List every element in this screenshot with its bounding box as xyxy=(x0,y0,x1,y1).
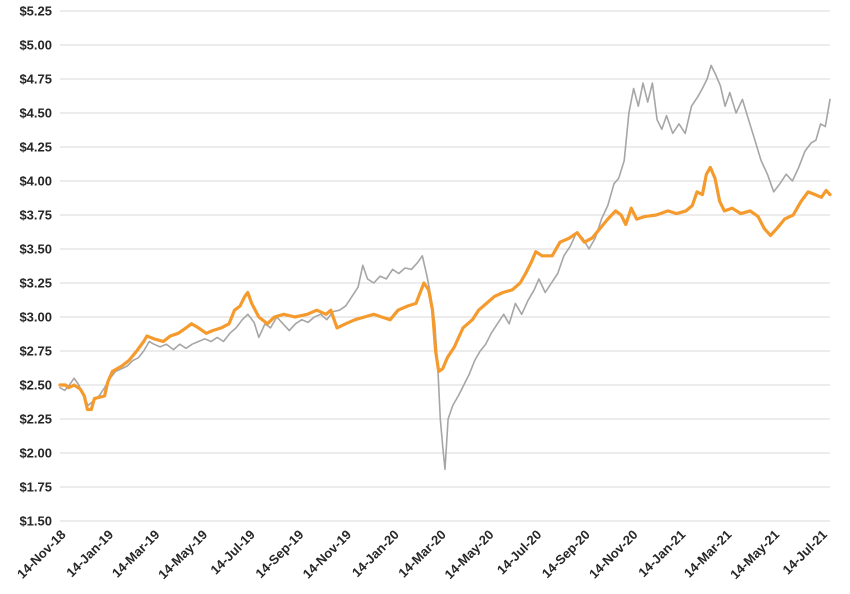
x-axis: 14-Nov-1814-Jan-1914-Mar-1914-May-1914-J… xyxy=(14,527,830,582)
x-tick-label: 14-Mar-21 xyxy=(681,527,735,581)
y-axis: $1.50 $1.75 $2.00 $2.25 $2.50 $2.75 $3.00 $3.25… xyxy=(19,4,52,529)
x-tick-label: 14-May-21 xyxy=(727,527,782,582)
y-tick-label: $5.00 xyxy=(19,38,52,53)
x-tick-label: 14-May-19 xyxy=(155,527,210,582)
series-line-gray xyxy=(59,64,831,471)
x-tick-label: 14-Jul-20 xyxy=(494,527,544,577)
x-tick-label: 14-Mar-20 xyxy=(395,527,449,581)
y-tick-label: $2.25 xyxy=(19,412,52,427)
y-tick-label: $3.00 xyxy=(19,310,52,325)
x-tick-label: 14-Jul-21 xyxy=(779,527,829,577)
y-tick-label: $2.50 xyxy=(19,378,52,393)
y-tick-label: $1.50 xyxy=(19,514,52,529)
y-tick-label: $4.75 xyxy=(19,72,52,87)
x-tick-label: 14-Sep-20 xyxy=(539,527,593,581)
x-tick-label: 14-Jul-19 xyxy=(207,527,257,577)
series-group xyxy=(58,64,832,471)
x-tick-label: 14-Nov-18 xyxy=(14,527,69,582)
x-tick-label: 14-Mar-19 xyxy=(109,527,163,581)
y-tick-label: $3.50 xyxy=(19,242,52,257)
x-tick-label: 14-May-20 xyxy=(442,527,497,582)
gridlines xyxy=(60,10,830,522)
y-tick-label: $4.50 xyxy=(19,106,52,121)
x-tick-label: 14-Jan-21 xyxy=(635,527,688,580)
x-tick-label: 14-Nov-20 xyxy=(586,527,641,582)
y-tick-label: $4.00 xyxy=(19,174,52,189)
x-tick-label: 14-Nov-19 xyxy=(300,527,355,582)
x-tick-label: 14-Jan-20 xyxy=(349,527,402,580)
y-tick-label: $3.25 xyxy=(19,276,52,291)
y-tick-label: $2.75 xyxy=(19,344,52,359)
y-tick-label: $5.25 xyxy=(19,4,52,19)
y-tick-label: $1.75 xyxy=(19,480,52,495)
x-tick-label: 14-Sep-19 xyxy=(252,527,306,581)
series-line-orange xyxy=(58,165,832,412)
y-tick-label: $4.25 xyxy=(19,140,52,155)
y-tick-label: $2.00 xyxy=(19,446,52,461)
x-tick-label: 14-Jan-19 xyxy=(63,527,116,580)
y-tick-label: $3.75 xyxy=(19,208,52,223)
